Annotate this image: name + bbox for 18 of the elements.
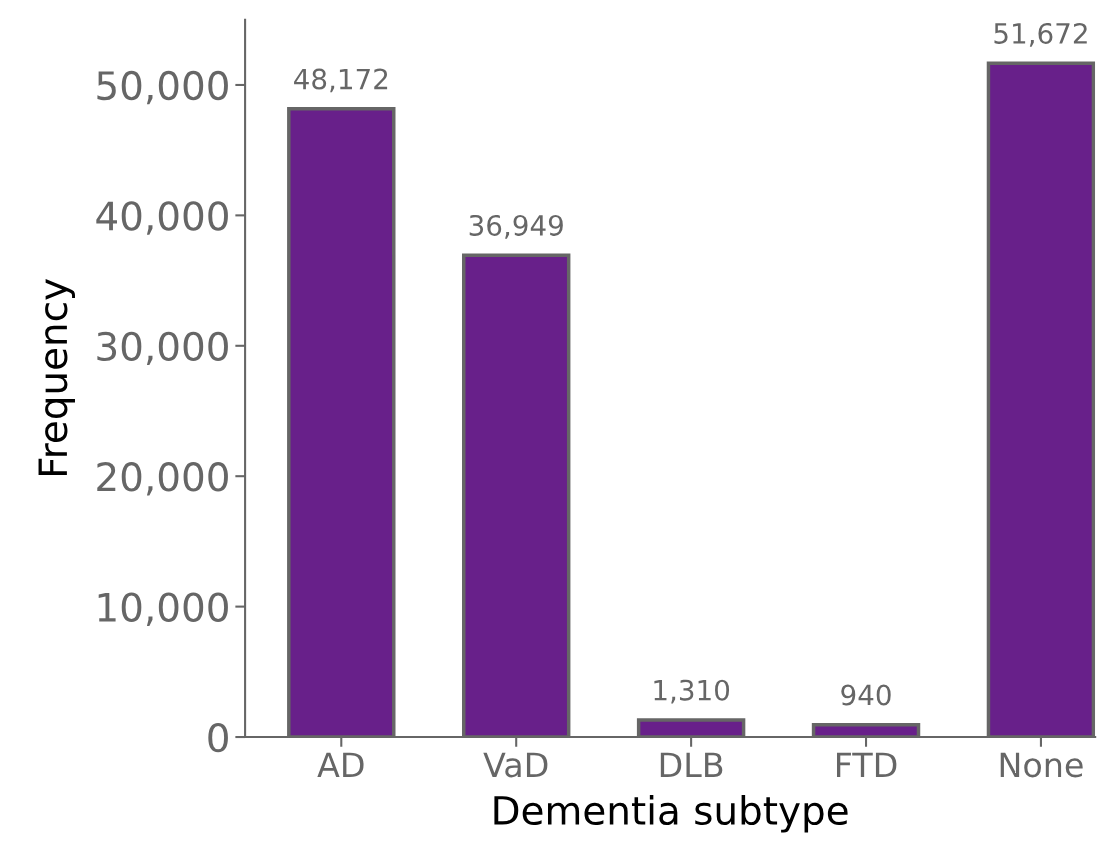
- y-tick-label: 50,000: [97, 70, 228, 105]
- y-tick-label: 30,000: [97, 331, 228, 366]
- x-tick-label: DLB: [660, 752, 723, 777]
- x-tick-label: VaD: [483, 752, 548, 778]
- y-tick-label: 0: [208, 722, 228, 753]
- data-label: 940: [841, 684, 891, 706]
- x-tick-label: None: [1000, 752, 1083, 778]
- data-label: 1,310: [654, 679, 730, 704]
- x-tick-label: FTD: [836, 752, 897, 777]
- y-tick-label: 40,000: [96, 201, 228, 235]
- y-tick-label: 10,000: [98, 592, 228, 626]
- x-axis-title: Dementia subtype: [494, 794, 848, 833]
- x-tick-label: AD: [317, 752, 364, 777]
- data-label: 48,172: [294, 68, 388, 93]
- data-label: 36,949: [469, 214, 563, 239]
- y-tick-label: 20,000: [97, 462, 228, 496]
- data-label: 51,672: [994, 22, 1087, 47]
- y-axis-title: Frequency: [38, 279, 75, 476]
